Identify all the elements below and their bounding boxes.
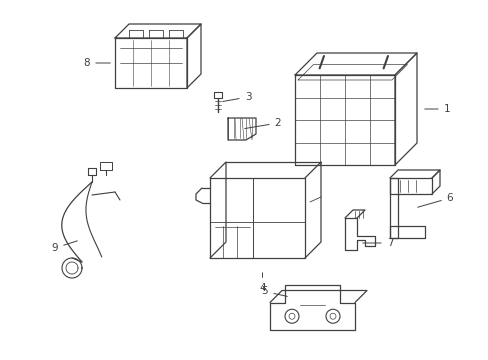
Text: 6: 6 xyxy=(417,193,452,207)
Text: 7: 7 xyxy=(362,238,392,248)
Text: 9: 9 xyxy=(52,241,77,253)
Text: 1: 1 xyxy=(424,104,449,114)
Text: 5: 5 xyxy=(261,287,287,297)
Text: 8: 8 xyxy=(83,58,110,68)
Text: 4: 4 xyxy=(259,273,265,293)
Text: 2: 2 xyxy=(244,118,281,129)
Text: 3: 3 xyxy=(222,92,251,102)
